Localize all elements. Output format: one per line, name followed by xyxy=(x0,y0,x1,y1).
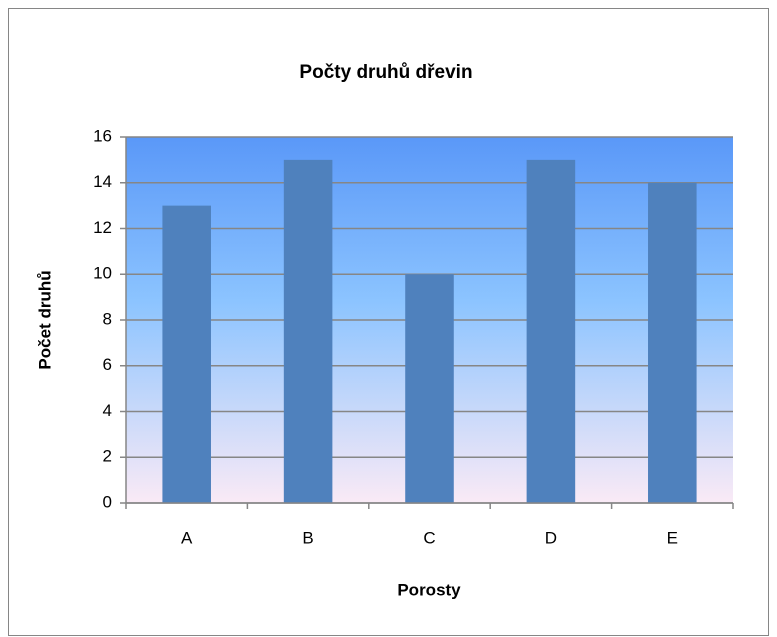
bar xyxy=(405,274,454,503)
y-tick-label: 16 xyxy=(93,126,112,145)
y-tick-label: 4 xyxy=(103,401,112,420)
bar xyxy=(162,205,211,503)
x-axis-label: Porosty xyxy=(397,580,461,599)
y-tick-label: 10 xyxy=(93,264,112,283)
x-tick-label: D xyxy=(545,528,557,547)
y-tick-label: 6 xyxy=(103,355,112,374)
y-tick-label: 0 xyxy=(103,492,112,511)
chart-title: Počty druhů dřevin xyxy=(299,62,472,83)
x-tick-label: E xyxy=(667,528,678,547)
x-tick-label: B xyxy=(302,528,313,547)
x-tick-label: A xyxy=(181,528,193,547)
y-tick-label: 14 xyxy=(93,172,112,191)
y-axis-label: Počet druhů xyxy=(35,270,54,369)
y-tick-label: 8 xyxy=(103,309,112,328)
y-tick-label: 2 xyxy=(103,447,112,466)
y-tick-label: 12 xyxy=(93,218,112,237)
x-tick-label: C xyxy=(423,528,435,547)
bar xyxy=(283,159,333,503)
bar xyxy=(648,182,697,503)
bar xyxy=(526,159,576,503)
